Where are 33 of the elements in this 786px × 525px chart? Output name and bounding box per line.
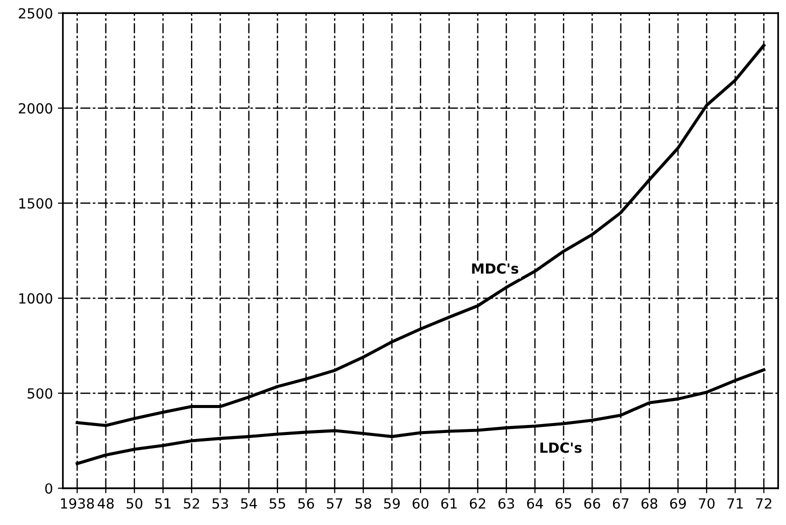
x-tick-label: 60 — [412, 498, 428, 509]
x-tick-label: 57 — [326, 498, 342, 509]
x-tick-label: 1938 — [61, 498, 94, 509]
x-tick-label: 56 — [298, 498, 314, 509]
y-tick-label: 1000 — [19, 293, 52, 304]
x-tick-label: 62 — [470, 498, 486, 509]
x-tick-label: 55 — [270, 498, 286, 509]
x-tick-label: 66 — [584, 498, 600, 509]
x-tick-label: 67 — [612, 498, 628, 509]
x-tick-label: 63 — [498, 498, 514, 509]
y-tick-label: 500 — [28, 388, 52, 399]
x-tick-label: 51 — [155, 498, 171, 509]
x-tick-label: 50 — [126, 498, 142, 509]
series-label: LDC's — [540, 442, 582, 453]
x-tick-label: 71 — [728, 498, 743, 509]
y-tick-label: 2000 — [18, 103, 52, 114]
y-tick-label: 2500 — [18, 8, 52, 19]
x-tick-label: 58 — [356, 498, 372, 509]
y-tick-label: 1500 — [19, 198, 52, 209]
y-tick-label: 0 — [45, 483, 52, 494]
x-tick-label: 72 — [756, 498, 772, 509]
x-tick-label: 65 — [556, 498, 572, 509]
x-tick-label: 52 — [184, 498, 200, 509]
x-tick-label: 69 — [670, 498, 686, 509]
x-tick-label: 53 — [212, 498, 228, 509]
x-tick-label: 70 — [698, 498, 715, 509]
x-tick-label: 64 — [527, 498, 544, 509]
x-tick-label: 68 — [642, 498, 658, 509]
x-tick-label: 54 — [241, 498, 257, 509]
x-tick-label: 48 — [98, 498, 114, 509]
x-tick-label: 61 — [441, 498, 457, 509]
series-label: MDC's — [472, 263, 518, 274]
x-tick-label: 59 — [384, 498, 400, 509]
